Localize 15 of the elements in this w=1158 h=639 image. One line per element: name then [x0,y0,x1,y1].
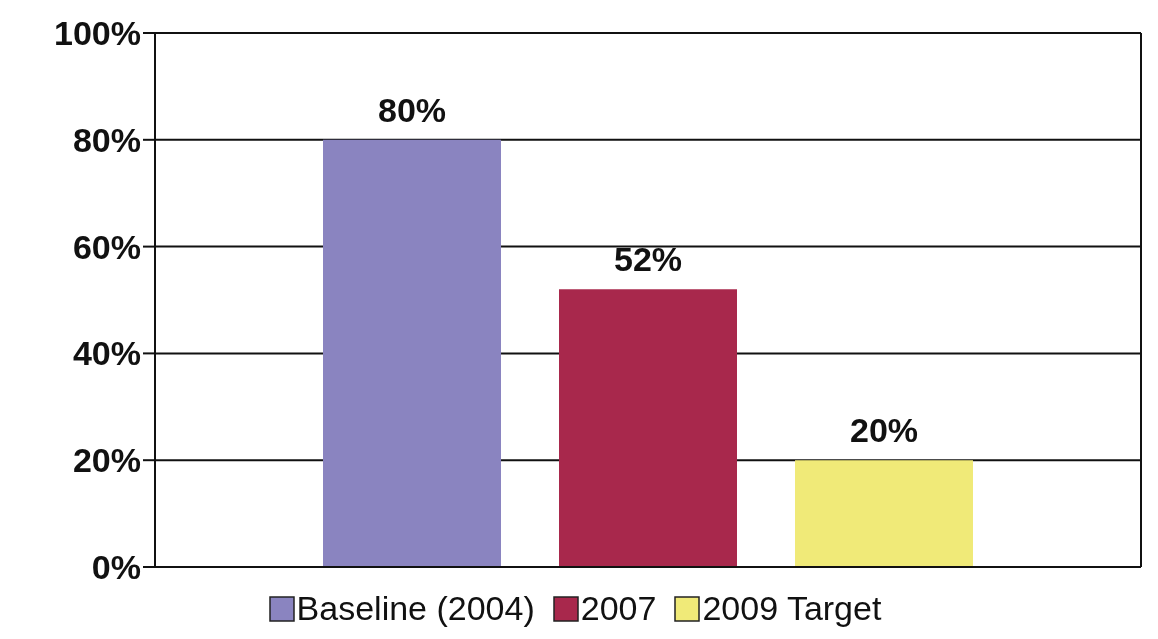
bar [795,460,973,567]
y-tick-label: 100% [54,14,141,53]
y-tick-label: 0% [91,548,141,587]
data-label: 20% [849,411,919,450]
y-tick-label: 60% [72,227,141,266]
y-tick-label: 20% [72,441,141,480]
legend-label: 2009 Target [701,589,882,628]
legend-label: 2007 [579,589,657,628]
legend-label: Baseline (2004) [295,589,535,628]
data-label: 52% [613,240,683,279]
bar [559,289,737,567]
data-label: 80% [377,90,447,129]
y-tick-label: 80% [72,120,141,159]
y-tick-label: 40% [72,334,141,373]
bar [323,139,501,567]
